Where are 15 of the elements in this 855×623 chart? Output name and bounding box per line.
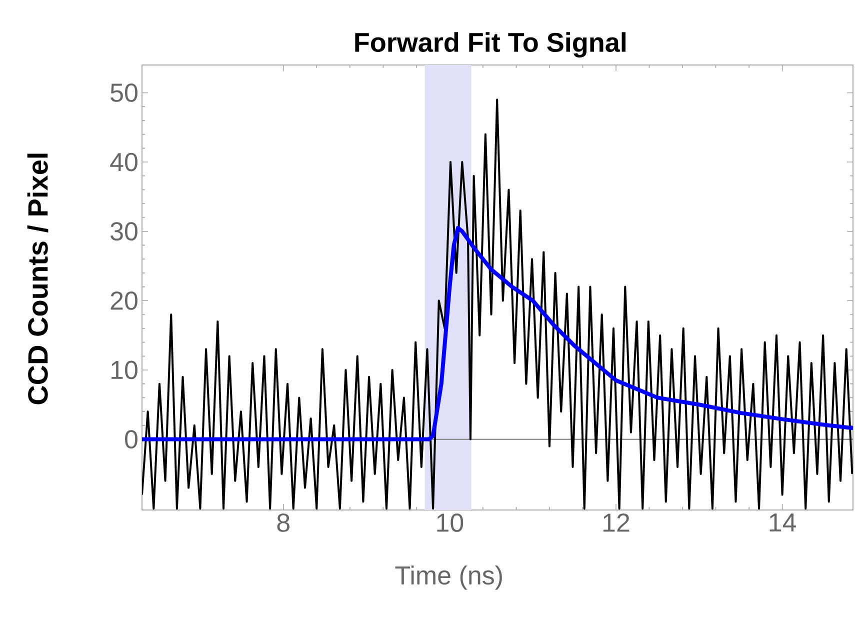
y-tick-label: 30: [110, 222, 138, 241]
x-tick-label: 8: [277, 514, 290, 532]
y-tick-label: 50: [110, 84, 138, 102]
line-series: [142, 98, 853, 510]
y-tick-label: 40: [110, 152, 138, 172]
x-tick-label: 10: [437, 514, 464, 532]
x-tick-label: 12: [604, 514, 630, 532]
chart-title: Forward Fit To Signal: [355, 32, 626, 58]
y-axis-title: CCD Counts / Pixel: [27, 154, 48, 404]
y-tick-label: 10: [112, 360, 138, 380]
y-tick-label: 20: [110, 291, 138, 310]
y-tick-label: 0: [125, 430, 138, 448]
x-tick-label: 14: [770, 514, 796, 532]
x-axis-title: Time (ns): [395, 566, 502, 590]
line-series: [142, 226, 853, 442]
